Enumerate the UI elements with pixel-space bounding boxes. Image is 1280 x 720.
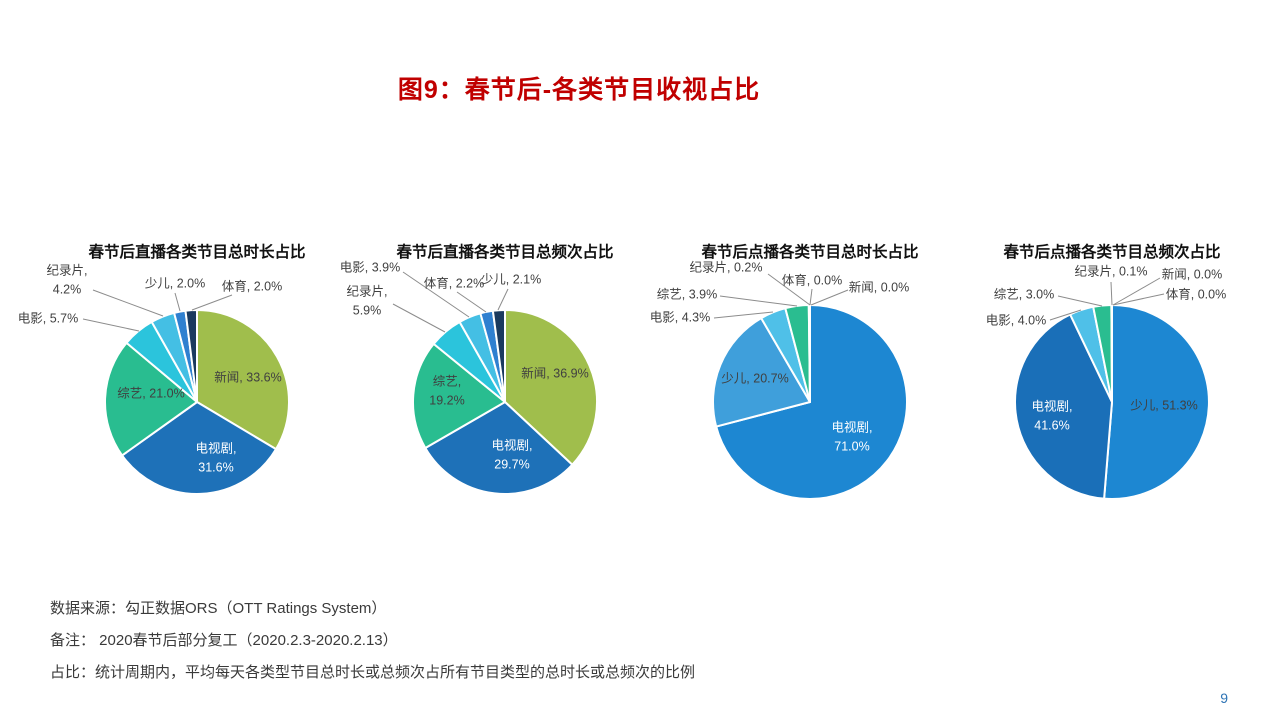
pie-slice (196, 309, 290, 451)
pie-svg (392, 271, 598, 495)
chart-live-duration: 春节后直播各类节目总时长占比 新闻, 33.6% 电视剧, 31.6% 综艺, 21… (18, 240, 347, 540)
label-leader-line (767, 273, 811, 306)
pie-svg (712, 273, 908, 500)
label-leader-line (713, 311, 774, 319)
pie-svg (1014, 277, 1210, 500)
pie-slice (104, 341, 198, 457)
pie-slice (1014, 313, 1113, 500)
pie-svg (82, 289, 290, 495)
label-leader-line (402, 271, 470, 318)
footnotes: 数据来源：勾正数据ORS（OTT Ratings System） 备注： 202… (50, 597, 695, 693)
pie-slice (1103, 304, 1210, 500)
chart-title: 春节后直播各类节目总时长占比 (88, 244, 306, 261)
label-leader-line (174, 292, 181, 312)
pie-slice (1110, 303, 1113, 403)
label-leader-line (82, 318, 140, 332)
pie-slice (121, 401, 277, 495)
pie-plot: 电视剧, 71.0% 少儿, 20.7% 电影, 4.3% 综艺, 3.9% 纪录片, … (650, 260, 960, 522)
chart-title: 春节后点播各类节目总时长占比 (701, 244, 919, 261)
pie-slice (412, 342, 506, 449)
pie-plot: 少儿, 51.3% 电视剧, 41.6% 电影, 4.0% 综艺, 3.0% 纪录片, … (962, 262, 1262, 522)
label-leader-line (497, 288, 509, 311)
page-number: 9 (1220, 690, 1228, 706)
footnote-source: 数据来源：勾正数据ORS（OTT Ratings System） (50, 600, 387, 617)
pie-slice (184, 308, 198, 403)
label-leader-line (392, 303, 446, 333)
pie-plot: 新闻, 36.9% 电视剧, 29.7% 综艺, 19.2% 纪录片, 5.9% 电影,… (340, 260, 655, 522)
label-leader-line (92, 289, 164, 317)
chart-vod-duration: 春节后点播各类节目总时长占比 电视剧, 71.0% 少儿, 20.7% 电影, 4.… (650, 240, 960, 540)
footnote-note: 备注： 2020春节后部分复工（2020.2.3-2020.2.13） (50, 632, 398, 649)
pie-slice (807, 304, 811, 403)
label-leader-line (191, 294, 233, 311)
label-leader-line (1112, 293, 1165, 306)
label-leader-line (719, 295, 798, 307)
chart-title: 春节后点播各类节目总频次占比 (1003, 244, 1221, 261)
slide-title: 图9：春节后-各类节目收视占比 (397, 76, 761, 104)
label-leader-line (456, 291, 487, 313)
pie-slice (504, 309, 598, 466)
label-leader-line (1057, 295, 1103, 307)
chart-live-frequency: 春节后直播各类节目总频次占比 新闻, 36.9% 电视剧, 29.7% 综艺, 19… (340, 240, 655, 540)
label-leader-line (1049, 309, 1082, 321)
footnote-definition: 占比：统计周期内，平均每天各类型节目总时长或总频次占所有节目类型的总时长或总频次… (50, 664, 696, 681)
label-leader-line (810, 289, 849, 306)
label-leader-line (1112, 277, 1161, 306)
pie-slice (712, 317, 811, 428)
label-leader-line (809, 288, 813, 306)
pie-slice (491, 308, 506, 403)
label-leader-line (1110, 281, 1113, 306)
chart-title: 春节后直播各类节目总频次占比 (396, 244, 614, 261)
pie-plot: 新闻, 33.6% 电视剧, 31.6% 综艺, 21.0% 电影, 5.7% 纪录片,… (18, 262, 347, 522)
pie-slice (424, 401, 574, 495)
pie-slice (715, 304, 908, 500)
chart-vod-frequency: 春节后点播各类节目总频次占比 少儿, 51.3% 电视剧, 41.6% 电影, 4.… (962, 240, 1262, 540)
